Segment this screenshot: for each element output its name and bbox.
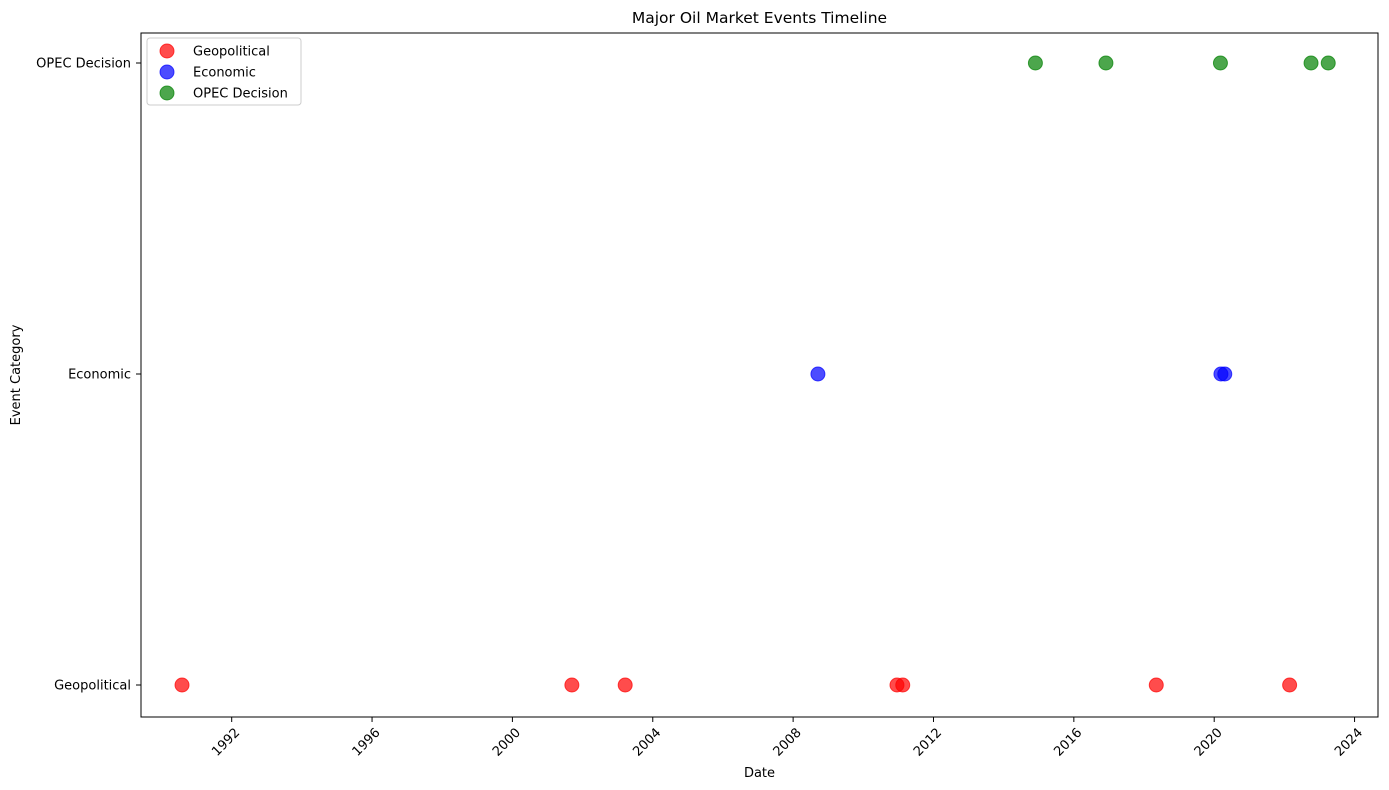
x-tick-label-2024: 2024 (1332, 726, 1366, 760)
point-economic-0 (810, 366, 826, 382)
x-tick-label-1996: 1996 (350, 726, 384, 760)
legend-marker-opec-decision (159, 85, 175, 101)
x-tick-label-2016: 2016 (1051, 726, 1085, 760)
point-opec-decision-2 (1212, 55, 1228, 71)
point-opec-decision-4 (1320, 55, 1336, 71)
legend-box (146, 37, 302, 106)
point-geopolitical-0 (174, 677, 190, 693)
point-geopolitical-5 (1148, 677, 1164, 693)
y-tick-label-geopolitical: Geopolitical (54, 679, 131, 694)
point-opec-decision-0 (1027, 55, 1043, 71)
point-geopolitical-1 (564, 677, 580, 693)
legend-label-geopolitical: Geopolitical (193, 45, 270, 60)
legend-label-opec-decision: OPEC Decision (193, 87, 288, 102)
point-geopolitical-2 (617, 677, 633, 693)
y-tick-label-opec-decision: OPEC Decision (36, 57, 131, 72)
point-geopolitical-6 (1282, 677, 1298, 693)
point-opec-decision-1 (1098, 55, 1114, 71)
point-economic-2 (1217, 366, 1233, 382)
legend-marker-geopolitical (159, 43, 175, 59)
x-tick-label-2008: 2008 (771, 726, 805, 760)
x-tick-label-2020: 2020 (1192, 726, 1226, 760)
plot-frame (140, 32, 1379, 718)
x-tick-label-2004: 2004 (630, 726, 664, 760)
x-tick-label-2012: 2012 (911, 726, 945, 760)
legend: Geopolitical Economic OPEC Decision (146, 37, 302, 106)
x-axis-title: Date (744, 766, 775, 781)
legend-marker-economic (159, 64, 175, 80)
legend-label-economic: Economic (193, 66, 256, 81)
point-opec-decision-3 (1303, 55, 1319, 71)
y-tick-label-economic: Economic (68, 368, 131, 383)
x-tick-label-1992: 1992 (209, 726, 243, 760)
chart-title: Major Oil Market Events Timeline (632, 9, 887, 27)
x-tick-label-2000: 2000 (490, 726, 524, 760)
point-geopolitical-4 (895, 677, 911, 693)
y-axis-title: Event Category (9, 324, 24, 425)
